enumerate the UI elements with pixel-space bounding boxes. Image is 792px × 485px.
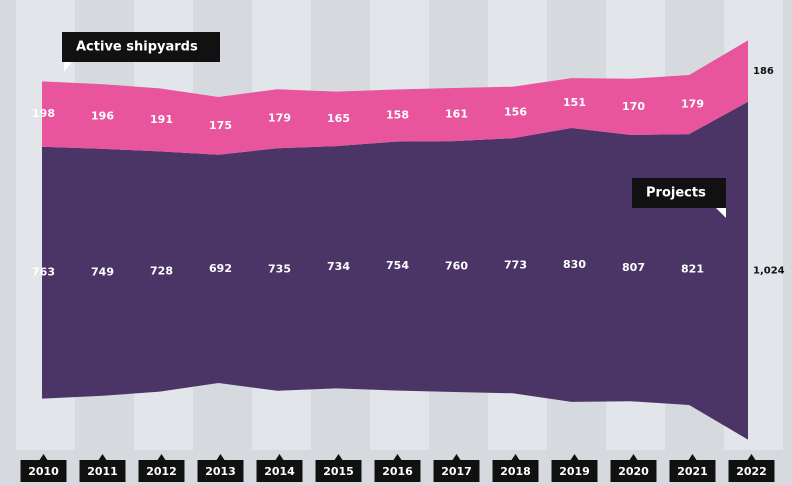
legend-box <box>62 32 220 62</box>
year-box <box>374 460 421 482</box>
year-notch <box>275 454 284 460</box>
x-tick-label: 2014 <box>264 465 295 478</box>
legend-pointer <box>716 208 726 218</box>
x-tick-label: 2012 <box>146 465 177 478</box>
year-box <box>197 460 244 482</box>
value-label: 735 <box>268 263 291 276</box>
value-label: 760 <box>445 260 468 273</box>
x-tick-label: 2016 <box>382 465 413 478</box>
value-label: 1,024 <box>753 266 785 277</box>
value-label: 156 <box>504 105 527 118</box>
value-label: 830 <box>563 258 586 271</box>
year-box <box>492 460 539 482</box>
value-labels: 763 749 728 692 735 734 754 760 773 830 807 821 1,02… <box>32 66 785 279</box>
value-label: 170 <box>622 100 645 113</box>
x-tick-label: 2019 <box>559 465 590 478</box>
value-label: 728 <box>150 265 173 278</box>
area <box>42 40 748 155</box>
x-tick-label: 2010 <box>28 465 59 478</box>
year-box <box>551 460 598 482</box>
year-box <box>79 460 126 482</box>
year-notch <box>393 454 402 460</box>
legend-label: Projects <box>646 186 706 201</box>
value-label: 754 <box>386 259 409 272</box>
value-label: 763 <box>32 266 55 279</box>
year-notch <box>157 454 166 460</box>
value-label: 773 <box>504 259 527 272</box>
x-axis: 2010 2011 2012 2013 2014 2015 2016 2017 2018 2019… <box>20 454 775 482</box>
year-notch <box>747 454 756 460</box>
x-tick-label: 2013 <box>205 465 236 478</box>
value-label: 165 <box>327 112 350 125</box>
year-box <box>610 460 657 482</box>
x-tick-label: 2018 <box>500 465 531 478</box>
year-notch <box>452 454 461 460</box>
legend-pointer <box>64 62 72 72</box>
value-label: 158 <box>386 109 409 122</box>
value-label: 179 <box>681 98 704 111</box>
year-box <box>315 460 362 482</box>
area <box>42 101 748 440</box>
value-label: 807 <box>622 261 645 274</box>
year-box <box>138 460 185 482</box>
value-label: 821 <box>681 263 704 276</box>
value-label: 191 <box>150 113 173 126</box>
year-box <box>20 460 67 482</box>
year-notch <box>216 454 225 460</box>
value-label: 186 <box>753 66 774 77</box>
year-box <box>728 460 775 482</box>
x-tick-label: 2011 <box>87 465 118 478</box>
year-notch <box>570 454 579 460</box>
year-notch <box>334 454 343 460</box>
value-label: 749 <box>91 265 114 278</box>
x-tick-label: 2020 <box>618 465 649 478</box>
value-label: 196 <box>91 109 114 122</box>
year-box <box>433 460 480 482</box>
legend-label: Active shipyards <box>76 40 198 55</box>
legend-active-shipyards: Active shipyards <box>62 32 220 72</box>
value-label: 692 <box>209 262 232 275</box>
value-label: 151 <box>563 96 586 109</box>
x-tick-label: 2022 <box>736 465 767 478</box>
year-box <box>669 460 716 482</box>
year-notch <box>688 454 697 460</box>
year-notch <box>98 454 107 460</box>
x-tick-label: 2021 <box>677 465 708 478</box>
areas <box>42 40 748 440</box>
value-label: 175 <box>209 119 232 132</box>
x-tick-label: 2017 <box>441 465 472 478</box>
x-tick-label: 2015 <box>323 465 354 478</box>
value-label: 179 <box>268 112 291 125</box>
year-notch <box>39 454 48 460</box>
value-label: 734 <box>327 260 350 273</box>
legend-box <box>632 178 726 208</box>
year-notch <box>629 454 638 460</box>
legend-projects: Projects <box>632 178 726 218</box>
value-label: 198 <box>32 107 55 120</box>
year-notch <box>511 454 520 460</box>
value-label: 161 <box>445 108 468 121</box>
year-box <box>256 460 303 482</box>
